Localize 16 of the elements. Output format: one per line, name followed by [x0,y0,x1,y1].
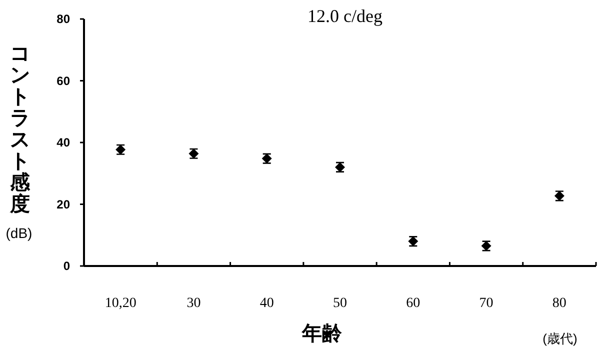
y-tick-label: 40 [56,136,70,150]
text: (歳代) [542,331,578,346]
x-tick-label: 10,20 [104,296,136,311]
x-tick-label: 80 [552,296,566,311]
x-tick-label: 60 [406,296,420,311]
x-tick-label: 50 [333,296,347,311]
text: コントラスト感度 (dB) [6,43,32,241]
x-tick-label: 30 [186,296,201,311]
x-tick-label: 70 [479,296,494,311]
x-tick-label: 40 [260,296,274,311]
y-tick-label: 0 [63,259,70,273]
y-tick-label: 80 [56,12,70,26]
y-tick-label: 60 [56,74,70,88]
x-axis-title: 年齢 [301,323,343,345]
chart-title: 12.0 c/deg [308,6,382,26]
y-tick-label: 20 [56,197,70,212]
